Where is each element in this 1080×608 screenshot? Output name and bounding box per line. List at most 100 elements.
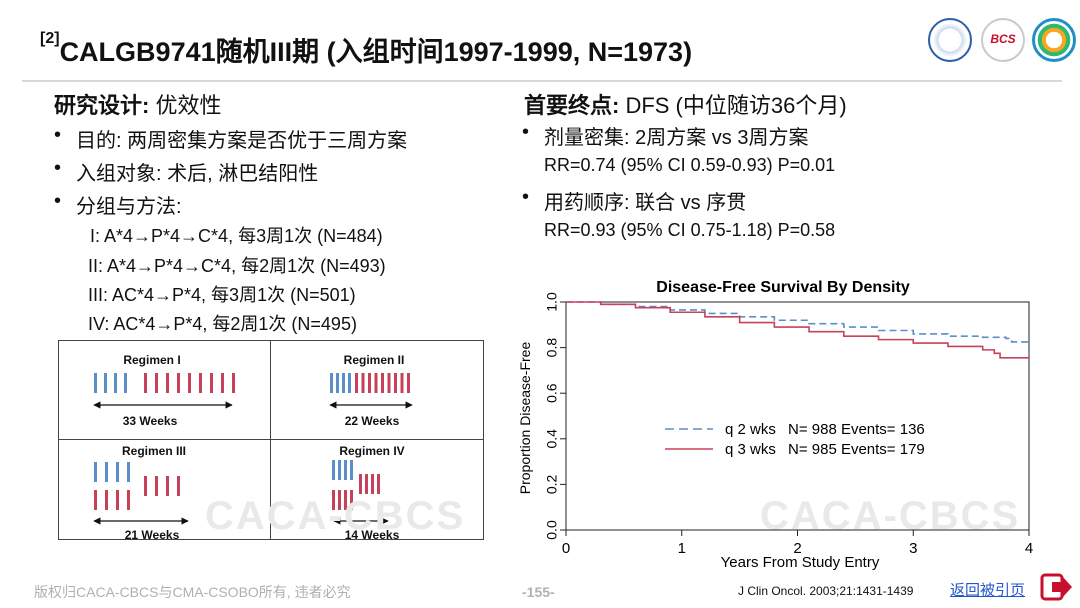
stat-sequence: RR=0.93 (95% CI 0.75-1.18) P=0.58: [544, 220, 836, 240]
regimen-2-red-bar: [355, 373, 358, 393]
regimen-1-red-bar: [144, 373, 147, 393]
series-line-2: [566, 301, 1029, 359]
y-tick-label: 0.6: [544, 383, 560, 403]
regimen-1-weeks: 33 Weeks: [122, 414, 178, 428]
x-tick-label: 1: [678, 540, 686, 557]
legend-series-stats: N= 985 Events= 179: [788, 441, 925, 458]
watermark-right: CACA-CBCS: [760, 494, 1021, 538]
regimen-2-red-bar: [400, 373, 404, 393]
regimen-1-red-bar: [166, 373, 169, 393]
x-tick-label: 3: [909, 540, 917, 557]
regimen-2-red-bar: [361, 373, 365, 393]
y-tick-label: 0.0: [544, 520, 560, 540]
bullet-population: 入组对象: 术后, 淋巴结阳性: [54, 157, 318, 186]
regimen-3-red-bar-p: [155, 476, 158, 496]
regimen-2-weeks: 22 Weeks: [344, 414, 400, 428]
regimen-1-blue-bar: [124, 373, 127, 393]
legend-series-name: q 2 wks: [725, 421, 776, 438]
regimen-2-red-bar: [387, 373, 391, 393]
regimen-2-label: Regimen II: [343, 353, 405, 367]
x-tick-label: 0: [562, 540, 570, 557]
regimen-3-label: Regimen III: [121, 444, 186, 458]
regimen-dose-bars: [94, 373, 410, 510]
chart-plot-frame: [565, 301, 1030, 531]
regimen-1-red-bar: [232, 373, 235, 393]
arm-3: III: AC*4→P*4, 每3周1次 (N=501): [88, 285, 356, 305]
regimen-2-red-bar: [381, 373, 384, 393]
regimen-4-red-bar-p: [365, 474, 368, 494]
chart-x-axis-label: Years From Study Entry: [721, 554, 880, 570]
dfs-chart: Disease-Free Survival By Density Proport…: [517, 279, 1033, 570]
regimen-4-red-bar-ac: [350, 490, 353, 510]
csobo-logo-icon: [1032, 18, 1076, 62]
regimen-4-weeks: 14 Weeks: [344, 528, 400, 542]
regimen-3-red-bar-ac: [127, 490, 130, 510]
regimen-4-red-bar-p: [359, 474, 362, 494]
bullet-arms: 分组与方法:: [54, 190, 181, 219]
legend-series-name: q 3 wks: [725, 441, 776, 458]
regimen-1-blue-bar: [114, 373, 117, 393]
regimen-3-blue-bar: [94, 462, 97, 482]
regimen-4-red-bar-ac: [338, 490, 341, 510]
regimen-1-red-bar: [221, 373, 224, 393]
arm-4: IV: AC*4→P*4, 每2周1次 (N=495): [88, 314, 357, 334]
series-line-1: [566, 301, 1029, 343]
regimen-3-red-bar-ac: [105, 490, 108, 510]
bcs-logo-text: BCS: [990, 32, 1016, 46]
regimen-3-blue-bar: [127, 462, 130, 482]
regimen-3-blue-bar: [105, 462, 108, 482]
title-text: CALGB9741随机III期 (入组时间1997-1999, N=1973): [59, 37, 693, 67]
title-reference: [2]: [40, 30, 60, 47]
legend-series-stats: N= 988 Events= 136: [788, 421, 925, 438]
regimen-2-blue-bar: [348, 373, 351, 393]
regimen-2-red-bar: [407, 373, 410, 393]
regimen-4-label: Regimen IV: [339, 444, 405, 458]
regimen-3-red-bar-p: [144, 476, 147, 496]
watermark-left: CACA-CBCS: [205, 494, 466, 538]
regimen-schedule-graphics: [93, 373, 413, 525]
regimen-4-red-bar-ac: [332, 490, 335, 510]
regimen-4-blue-bar: [332, 460, 335, 480]
regimen-3-blue-bar: [116, 462, 119, 482]
citation: J Clin Oncol. 2003;21:1431-1439: [738, 584, 914, 598]
regimen-3-weeks: 21 Weeks: [124, 528, 180, 542]
regimen-2-blue-bar: [336, 373, 339, 393]
regimen-divider-vertical: [270, 340, 271, 540]
regimen-1-red-bar: [155, 373, 158, 393]
regimen-1-blue-bar: [94, 373, 97, 393]
regimen-4-blue-bar: [350, 460, 353, 480]
x-tick-label: 2: [793, 540, 801, 557]
regimen-2-red-bar: [374, 373, 378, 393]
bullet-purpose: 目的: 两周密集方案是否优于三周方案: [54, 124, 407, 153]
back-link[interactable]: 返回被引页: [950, 582, 1026, 599]
regimen-diagram: [58, 340, 484, 540]
regimen-3-red-bar-p: [177, 476, 180, 496]
regimen-4-red-bar-ac: [344, 490, 347, 510]
regimen-1-blue-bar: [104, 373, 107, 393]
regimen-divider-horizontal: [58, 439, 484, 440]
slide-title: [2]CALGB9741随机III期 (入组时间1997-1999, N=197…: [40, 30, 692, 69]
regimen-4-blue-bar: [344, 460, 347, 480]
y-tick-label: 1.0: [544, 292, 560, 312]
bullet-sequence: 用药顺序: 联合 vs 序贯: [522, 186, 746, 215]
y-tick-label: 0.8: [544, 338, 560, 358]
regimen-1-red-bar: [188, 373, 191, 393]
y-tick-label: 0.4: [544, 429, 560, 449]
stat-dose-density: RR=0.74 (95% CI 0.59-0.93) P=0.01: [544, 155, 836, 175]
copyright-notice: 版权归CACA-CBCS与CMA-CSOBO所有, 违者必究: [34, 584, 351, 600]
regimen-4-blue-bar: [338, 460, 341, 480]
regimen-3-red-bar-ac: [94, 490, 97, 510]
regimen-2-red-bar: [368, 373, 371, 393]
chart-y-axis-label: Proportion Disease-Free: [517, 342, 533, 495]
study-design-heading: 研究设计: 优效性: [54, 93, 222, 118]
regimen-1-red-bar: [199, 373, 202, 393]
x-tick-label: 4: [1025, 540, 1033, 557]
university-logo-icon: [928, 18, 972, 62]
return-arrow-icon[interactable]: [1040, 572, 1074, 602]
page-number: -155-: [522, 584, 555, 600]
regimen-2-red-bar: [394, 373, 397, 393]
title-divider: [22, 80, 1062, 82]
regimen-1-red-bar: [210, 373, 213, 393]
regimen-2-blue-bar: [330, 373, 333, 393]
primary-endpoint-heading: 首要终点: DFS (中位随访36个月): [524, 93, 847, 118]
